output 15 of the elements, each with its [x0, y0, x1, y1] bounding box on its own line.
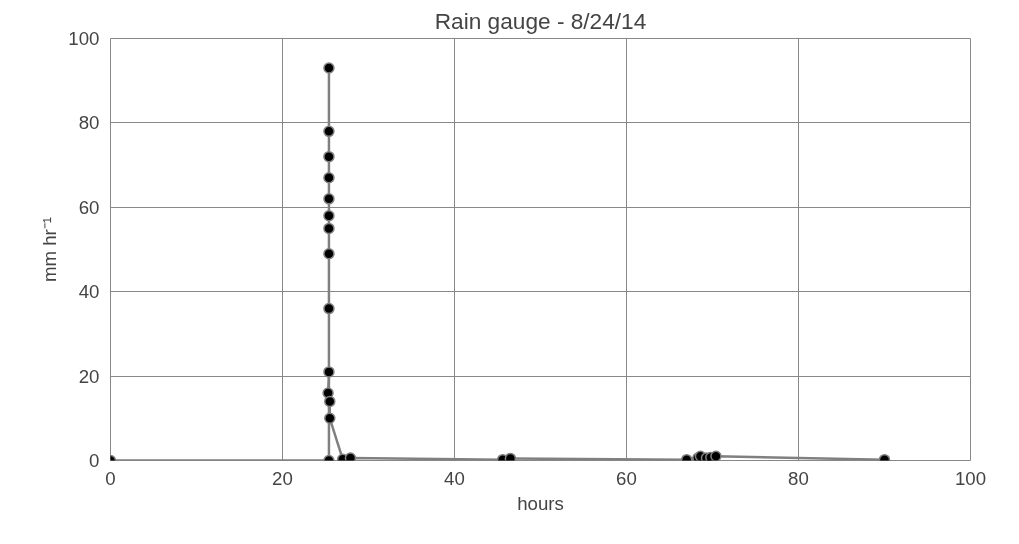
y-tick-label: 20	[78, 365, 100, 387]
x-tick-label: 100	[954, 467, 987, 489]
y-tick-label: 80	[78, 112, 100, 134]
y-axis-title: mm hr⁻¹	[39, 216, 61, 283]
x-axis-title: hours	[517, 492, 564, 514]
chart-title: Rain gauge - 8/24/14	[434, 7, 647, 34]
x-tick-label: 40	[444, 467, 465, 489]
y-tick-label: 0	[89, 450, 100, 471]
x-tick-label: 80	[788, 467, 809, 489]
x-tick-label: 20	[272, 467, 293, 489]
x-tick-label: 0	[105, 467, 116, 489]
y-tick-label: 100	[68, 28, 100, 49]
x-tick-label: 60	[616, 467, 637, 489]
y-tick-label: 40	[78, 281, 100, 303]
y-tick-label: 60	[78, 196, 100, 218]
